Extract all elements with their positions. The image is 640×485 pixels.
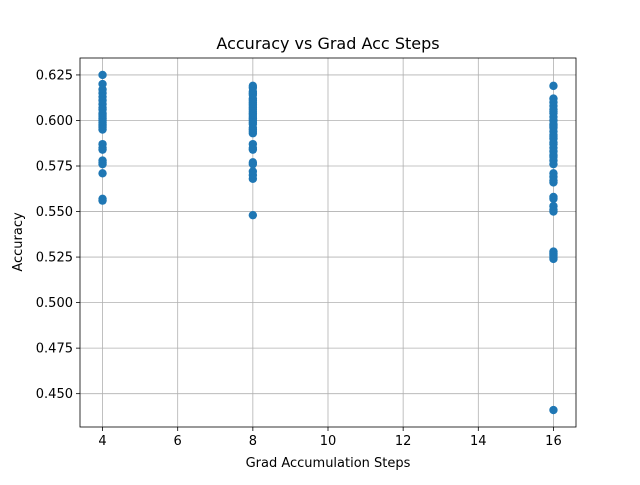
y-tick-label: 0.475	[36, 342, 73, 357]
x-tick-label: 8	[249, 434, 257, 449]
scatter-points	[98, 70, 558, 415]
data-point	[98, 125, 107, 134]
data-point	[549, 132, 558, 142]
x-tick-label: 16	[545, 434, 562, 449]
y-tick-label: 0.450	[36, 387, 73, 402]
data-point	[549, 107, 558, 116]
y-tick-label: 0.525	[36, 251, 73, 266]
y-tick-label: 0.550	[36, 205, 73, 220]
data-point	[248, 145, 258, 154]
y-tick-label: 0.600	[36, 114, 73, 129]
data-point	[248, 174, 258, 183]
y-axis-label: Accuracy	[11, 212, 26, 272]
data-point	[549, 194, 558, 203]
grid-lines	[80, 58, 576, 427]
data-point	[549, 159, 558, 169]
x-axis-ticks: 4 6 8 10 12 14 16	[98, 427, 562, 449]
data-point	[98, 159, 107, 169]
data-point	[248, 159, 258, 169]
y-tick-label: 0.575	[36, 160, 73, 175]
data-point	[549, 405, 558, 415]
x-tick-label: 6	[174, 434, 182, 449]
chart-title: Accuracy vs Grad Acc Steps	[216, 34, 439, 53]
data-point	[549, 207, 558, 216]
data-point	[98, 169, 107, 178]
data-point	[549, 81, 558, 91]
y-axis-ticks: 0.450 0.475 0.500 0.525 0.550 0.575 0.600 0.625	[36, 68, 80, 402]
x-tick-label: 10	[320, 434, 337, 449]
data-point	[98, 196, 107, 205]
y-tick-label: 0.625	[36, 68, 73, 83]
x-tick-label: 12	[395, 434, 412, 449]
y-tick-label: 0.500	[36, 296, 73, 311]
data-point	[549, 178, 558, 187]
x-tick-label: 4	[98, 434, 106, 449]
data-point	[549, 254, 558, 264]
data-point	[549, 121, 558, 131]
x-axis-label: Grad Accumulation Steps	[246, 456, 411, 471]
data-point	[98, 145, 107, 154]
data-point	[98, 70, 107, 80]
data-point	[248, 129, 258, 138]
x-tick-label: 14	[470, 434, 487, 449]
data-point	[248, 210, 258, 220]
